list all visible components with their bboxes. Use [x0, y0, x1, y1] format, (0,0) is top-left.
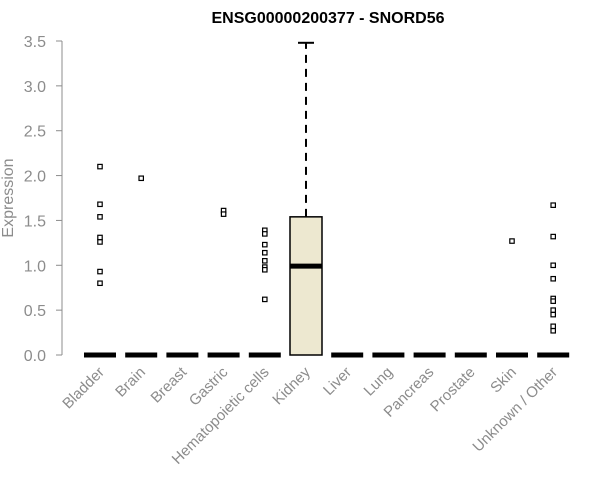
outlier-point [262, 241, 268, 248]
y-axis-title: Expression [0, 158, 17, 237]
outlier-point [550, 311, 557, 318]
y-tick-label: 0.5 [24, 303, 46, 320]
x-category-label: Kidney [269, 363, 314, 408]
x-category-label: Liver [320, 364, 355, 399]
x-category-label: Brain [112, 364, 149, 401]
outlier-point [138, 175, 145, 182]
y-tick-label: 1.0 [24, 258, 46, 275]
outlier-point [550, 202, 557, 208]
chart-title: ENSG00000200377 - SNORD56 [211, 10, 444, 27]
plot-area [84, 41, 570, 358]
outlier-point [262, 296, 268, 303]
outlier-point [509, 238, 515, 244]
x-category-label: Lung [361, 364, 397, 400]
outlier-point [550, 262, 557, 269]
outlier-point [97, 201, 103, 208]
box-group [537, 202, 570, 358]
outlier-point [550, 307, 557, 313]
box-group [289, 41, 323, 356]
outlier-point [550, 323, 557, 330]
outlier-point [262, 258, 268, 264]
outlier-point [262, 266, 268, 273]
outlier-point [550, 275, 557, 282]
outlier-point [550, 298, 557, 304]
x-category-label: Bladder [59, 364, 108, 413]
outlier-point [220, 211, 227, 217]
outlier-point [262, 249, 268, 256]
y-tick-label: 2.5 [24, 124, 46, 141]
outlier-point [97, 214, 103, 220]
x-category-label: Skin [487, 364, 520, 397]
box-group [248, 227, 281, 358]
y-tick-label: 3.5 [24, 34, 46, 51]
x-category-label: Breast [148, 363, 191, 406]
outlier-point [262, 231, 268, 237]
box-group [84, 163, 116, 358]
box-group [207, 207, 240, 358]
outlier-point [550, 327, 557, 334]
y-tick-label: 3.0 [24, 79, 46, 96]
outlier-point [97, 268, 103, 275]
outlier-point [97, 163, 103, 170]
outlier-point [550, 233, 557, 240]
y-tick-label: 2.0 [24, 169, 46, 186]
outlier-point [97, 234, 103, 241]
box-group [125, 175, 158, 358]
y-tick-label: 0.0 [24, 348, 46, 365]
box-body [289, 216, 323, 356]
y-tick-label: 1.5 [24, 213, 46, 230]
y-axis-ticks: 0.0 0.5 1.0 1.5 2.0 2.5 3.0 3.5 [24, 34, 62, 365]
outlier-point [97, 280, 103, 287]
outlier-point [97, 239, 103, 245]
box-group [496, 238, 528, 358]
x-category-label: Prostate [427, 364, 479, 416]
